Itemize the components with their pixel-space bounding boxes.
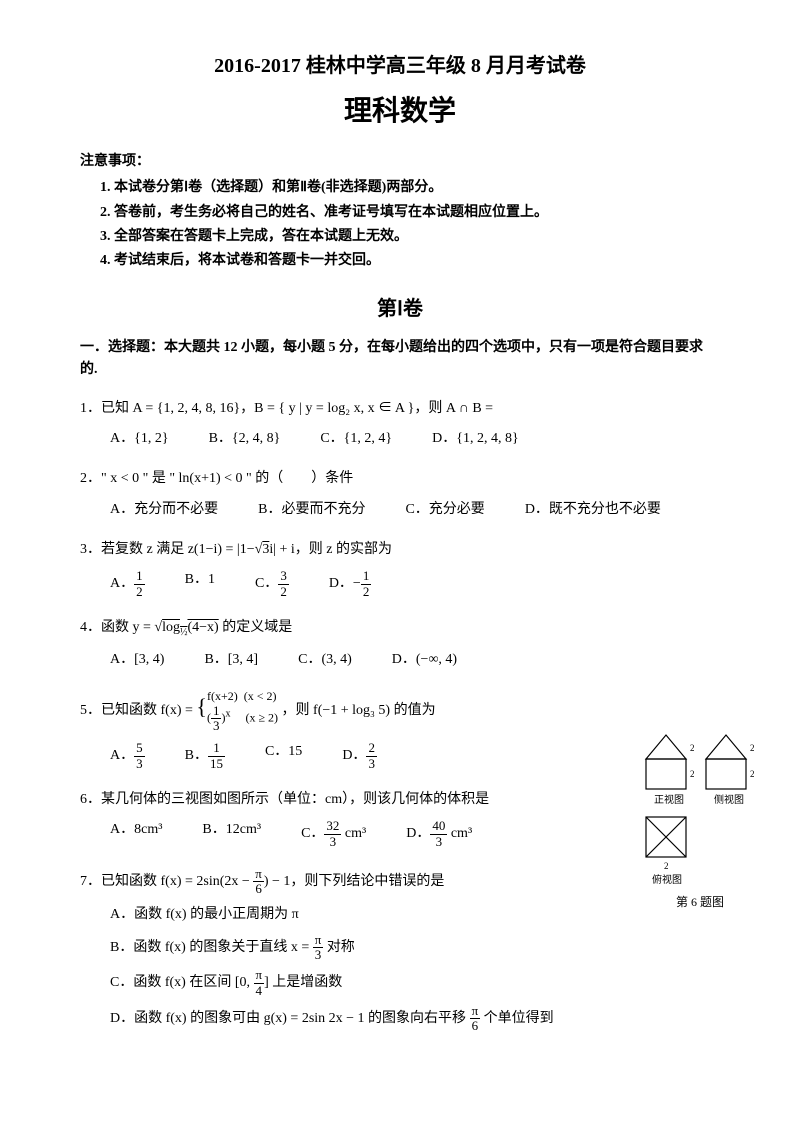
svg-text:正视图: 正视图 [654,793,684,806]
notice-header: 注意事项： [80,151,720,173]
q5-opt-a: A．53 [110,741,145,771]
svg-text:2: 2 [750,769,755,779]
q6-opt-d: D．403 cm³ [406,819,472,849]
q6-opt-a: A．8cm³ [110,819,162,849]
q1-opt-d: D．{1, 2, 4, 8} [432,428,519,450]
q4-opt-c: C．(3, 4) [298,649,352,671]
svg-text:2: 2 [690,743,695,753]
q4-opt-a: A．[3, 4) [110,649,164,671]
q1-text: 1．已知 A = {1, 2, 4, 8, 16}，B = { y | y = … [80,398,720,420]
question-7: 7．已知函数 f(x) = 2sin(2x − π6) − 1，则下列结论中错误… [80,867,720,1034]
q6-caption: 第 6 题图 [640,893,760,912]
q3-text: 3．若复数 z 满足 z(1−i) = |1−√3i| + i，则 z 的实部为 [80,539,720,561]
notice-item: 4. 考试结束后，将本试卷和答题卡一并交回。 [100,250,720,272]
svg-text:俯视图: 俯视图 [652,873,682,886]
q4-opt-d: D．(−∞, 4) [392,649,457,671]
q6-opt-c: C．323 cm³ [301,819,366,849]
q6-opt-b: B．12cm³ [202,819,261,849]
q5-text: 5．已知函数 f(x) = { f(x+2) (x < 2) (13)x (x … [80,689,720,733]
q6-text: 6．某几何体的三视图如图所示（单位：cm），则该几何体的体积是 [80,789,720,811]
svg-text:2: 2 [664,861,669,871]
q7-opt-b: B．函数 f(x) 的图象关于直线 x = π3 对称 [110,933,720,963]
q1-opt-b: B．{2, 4, 8} [209,428,281,450]
section-title: 第Ⅰ卷 [80,293,720,325]
q7-opt-d: D．函数 f(x) 的图象可由 g(x) = 2sin 2x − 1 的图象向右… [110,1004,720,1034]
notice-item: 3. 全部答案在答题卡上完成，答在本试题上无效。 [100,226,720,248]
svg-text:侧视图: 侧视图 [714,793,744,806]
q7-opt-c: C．函数 f(x) 在区间 [0, π4] 上是增函数 [110,968,720,998]
q2-opt-c: C．充分必要 [405,499,484,521]
question-3: 3．若复数 z 满足 z(1−i) = |1−√3i| + i，则 z 的实部为… [80,539,720,599]
svg-text:2: 2 [750,743,755,753]
exam-title: 2016-2017 桂林中学高三年级 8 月月考试卷 [80,50,720,82]
q4-text: 4．函数 y = √log½(4−x) 的定义域是 [80,617,720,641]
question-4: 4．函数 y = √log½(4−x) 的定义域是 A．[3, 4) B．[3,… [80,617,720,671]
notice-item: 1. 本试卷分第Ⅰ卷（选择题）和第Ⅱ卷(非选择题)两部分。 [100,177,720,199]
question-2: 2．" x < 0 " 是 " ln(x+1) < 0 " 的（ ）条件 A．充… [80,468,720,521]
svg-text:2: 2 [690,769,695,779]
q4-opt-b: B．[3, 4] [204,649,258,671]
q1-opt-a: A．{1, 2} [110,428,169,450]
question-1: 1．已知 A = {1, 2, 4, 8, 16}，B = { y | y = … [80,398,720,451]
notice-item: 2. 答卷前，考生务必将自己的姓名、准考证号填写在本试题相应位置上。 [100,202,720,224]
exam-subject: 理科数学 [80,90,720,135]
q1-opt-c: C．{1, 2, 4} [320,428,392,450]
q3-opt-b: B．1 [185,569,215,599]
q3-opt-c: C．32 [255,569,289,599]
q7-opt-a: A．函数 f(x) 的最小正周期为 π [110,904,720,926]
q5-opt-c: C．15 [265,741,302,771]
q2-text: 2．" x < 0 " 是 " ln(x+1) < 0 " 的（ ）条件 [80,468,720,490]
question-6: 2 2 2 2 正视图 侧视图 2 俯视图 第 6 题图 6．某几何体的三视图如… [80,789,720,849]
q2-opt-a: A．充分而不必要 [110,499,218,521]
section-desc: 一．选择题：本大题共 12 小题，每小题 5 分，在每小题给出的四个选项中，只有… [80,337,720,382]
q5-opt-d: D．23 [342,741,377,771]
q2-opt-b: B．必要而不充分 [258,499,365,521]
q7-text: 7．已知函数 f(x) = 2sin(2x − π6) − 1，则下列结论中错误… [80,867,720,897]
q6-diagram: 2 2 2 2 正视图 侧视图 2 俯视图 第 6 题图 [640,729,760,912]
q5-opt-b: B．115 [185,741,225,771]
q3-opt-d: D．−12 [329,569,372,599]
q2-opt-d: D．既不充分也不必要 [525,499,661,521]
notice-list: 1. 本试卷分第Ⅰ卷（选择题）和第Ⅱ卷(非选择题)两部分。 2. 答卷前，考生务… [100,177,720,273]
q3-opt-a: A．12 [110,569,145,599]
question-5: 5．已知函数 f(x) = { f(x+2) (x < 2) (13)x (x … [80,689,720,771]
